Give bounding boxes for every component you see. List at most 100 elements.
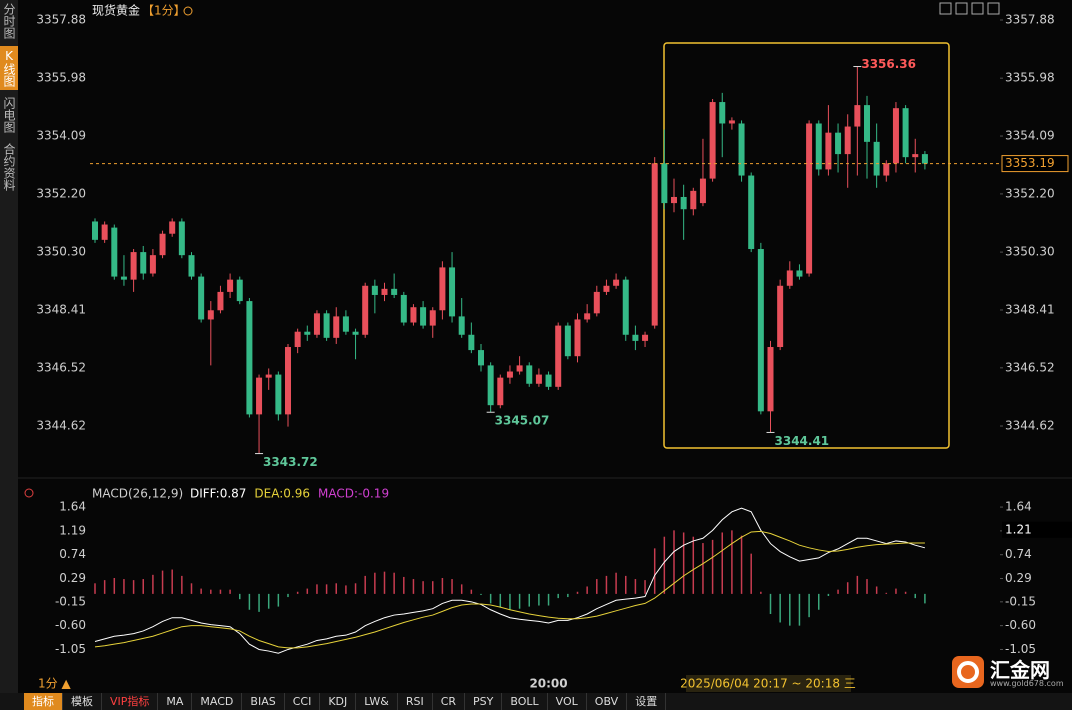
- candle-body: [478, 350, 484, 366]
- toolbar-item[interactable]: PSY: [465, 693, 503, 710]
- y-tick-label-right: -0.60: [1005, 618, 1036, 632]
- toolbar-item[interactable]: VOL: [548, 693, 587, 710]
- toolbar-item[interactable]: BOLL: [502, 693, 548, 710]
- toolbar-item[interactable]: VIP指标: [102, 693, 159, 710]
- y-tick-label: 3355.98: [36, 71, 86, 85]
- candle-body: [642, 334, 649, 341]
- sidebar-tab[interactable]: 分时图: [2, 3, 16, 39]
- toolbar-item[interactable]: OBV: [587, 693, 628, 710]
- y-tick-label: 3357.88: [36, 12, 86, 26]
- toolbar-item[interactable]: LW&: [356, 693, 398, 710]
- window-icons[interactable]: [939, 2, 1000, 15]
- sidebar-tab[interactable]: 合约资料: [2, 143, 16, 191]
- diff-line: [94, 507, 926, 654]
- candle-body: [420, 307, 427, 326]
- candle-body: [265, 374, 272, 378]
- candle-body: [313, 313, 320, 335]
- candle-body: [439, 267, 446, 311]
- toolbar-item[interactable]: CCI: [285, 693, 321, 710]
- macd-title: MACD(26,12,9): [92, 487, 183, 501]
- candle-body: [593, 291, 600, 314]
- candle-body: [748, 175, 755, 250]
- candle-body: [709, 102, 716, 179]
- toolbar-item[interactable]: BIAS: [242, 693, 285, 710]
- chart: 现货黄金 【1分】 MACD(26,12,9) 1分 ▲ 2025/06/04 …: [18, 2, 1072, 692]
- extreme-label: 3345.07: [495, 414, 550, 428]
- y-tick-label: 0.29: [59, 571, 86, 585]
- candle-body: [362, 285, 369, 335]
- toolbar-item[interactable]: CR: [433, 693, 466, 710]
- y-tick-label: 3350.30: [36, 245, 86, 259]
- candle-body: [178, 221, 185, 256]
- y-tick-label-right: 3348.41: [1005, 302, 1055, 316]
- candle-body: [796, 270, 803, 277]
- toolbar-item[interactable]: 设置: [627, 693, 667, 710]
- candle-body: [757, 249, 764, 412]
- toolbar-item[interactable]: MA: [158, 693, 193, 710]
- toolbar-item[interactable]: 模板: [63, 693, 102, 710]
- candle-body: [632, 334, 639, 341]
- logo: 汇金网 www.gold678.com: [950, 654, 1065, 690]
- logo-url: www.gold678.com: [990, 679, 1064, 688]
- candle-body: [603, 285, 610, 292]
- y-tick-label: 3352.20: [36, 186, 86, 200]
- candle-body: [574, 319, 581, 357]
- candle-body: [902, 108, 909, 158]
- sidebar-tab[interactable]: 闪电图: [2, 97, 16, 133]
- toolbar-item[interactable]: RSI: [398, 693, 433, 710]
- candle-body: [671, 196, 677, 204]
- candle-body: [815, 123, 822, 170]
- candle-body: [227, 279, 234, 292]
- candle-body: [294, 331, 301, 348]
- candle-body: [497, 377, 504, 406]
- extreme-label: 3343.72: [263, 455, 318, 469]
- candle-body: [912, 154, 919, 158]
- candle-body: [699, 178, 706, 204]
- y-tick-label: 3348.41: [36, 302, 86, 316]
- period-indicator[interactable]: 1分 ▲: [38, 677, 71, 691]
- y-tick-label: 0.74: [59, 547, 86, 561]
- candle-body: [844, 126, 851, 155]
- sidebar-tab[interactable]: K线图: [0, 46, 18, 90]
- toolbar: 指标 模板 VIP指标 MA MACD BIAS CCI KDJ LW& RSI CR PSY BOLL…: [0, 693, 1072, 710]
- candle-body: [728, 120, 735, 124]
- y-tick-label: -1.05: [55, 642, 86, 656]
- y-tick-label-right: 0.29: [1005, 571, 1032, 585]
- toolbar-item[interactable]: 指标: [24, 693, 63, 710]
- candle-body: [584, 313, 591, 320]
- candle-body: [410, 307, 417, 323]
- add-icon[interactable]: [183, 6, 193, 16]
- candle-body: [892, 108, 899, 164]
- candle-body: [921, 154, 928, 164]
- candle-body: [487, 365, 494, 406]
- toolbar-item[interactable]: MACD: [192, 693, 243, 710]
- y-tick-label-right: 3344.62: [1005, 419, 1055, 433]
- cursor-label: 1.21: [1005, 522, 1032, 536]
- candle-body: [159, 233, 166, 256]
- candle-body: [873, 141, 880, 176]
- y-tick-label-right: -0.15: [1005, 594, 1036, 608]
- candle-body: [207, 310, 214, 320]
- candle-body: [169, 221, 176, 234]
- candle-body: [535, 374, 542, 384]
- indicator-icon[interactable]: [24, 488, 34, 498]
- candle-body: [719, 102, 726, 124]
- candle-body: [680, 196, 687, 210]
- candle-body: [111, 227, 118, 277]
- candle-body: [690, 190, 697, 210]
- y-tick-label: 1.64: [59, 500, 86, 514]
- candle-body: [120, 276, 127, 280]
- last-price-label: 3353.19: [1005, 156, 1055, 170]
- candle-body: [613, 279, 620, 286]
- y-tick-label: -0.60: [55, 618, 86, 632]
- candle-body: [217, 291, 224, 311]
- toolbar-item[interactable]: KDJ: [320, 693, 357, 710]
- sidebar: 分时图 K线图闪电图合约资料: [0, 0, 18, 710]
- y-tick-label-right: 3346.52: [1005, 360, 1055, 374]
- last-price-box: [1001, 155, 1069, 173]
- candle-body: [304, 331, 311, 335]
- x-tick-label: 20:00: [529, 677, 567, 691]
- candle-body: [468, 334, 475, 351]
- legend-entry: DIFF:0.87: [190, 487, 246, 501]
